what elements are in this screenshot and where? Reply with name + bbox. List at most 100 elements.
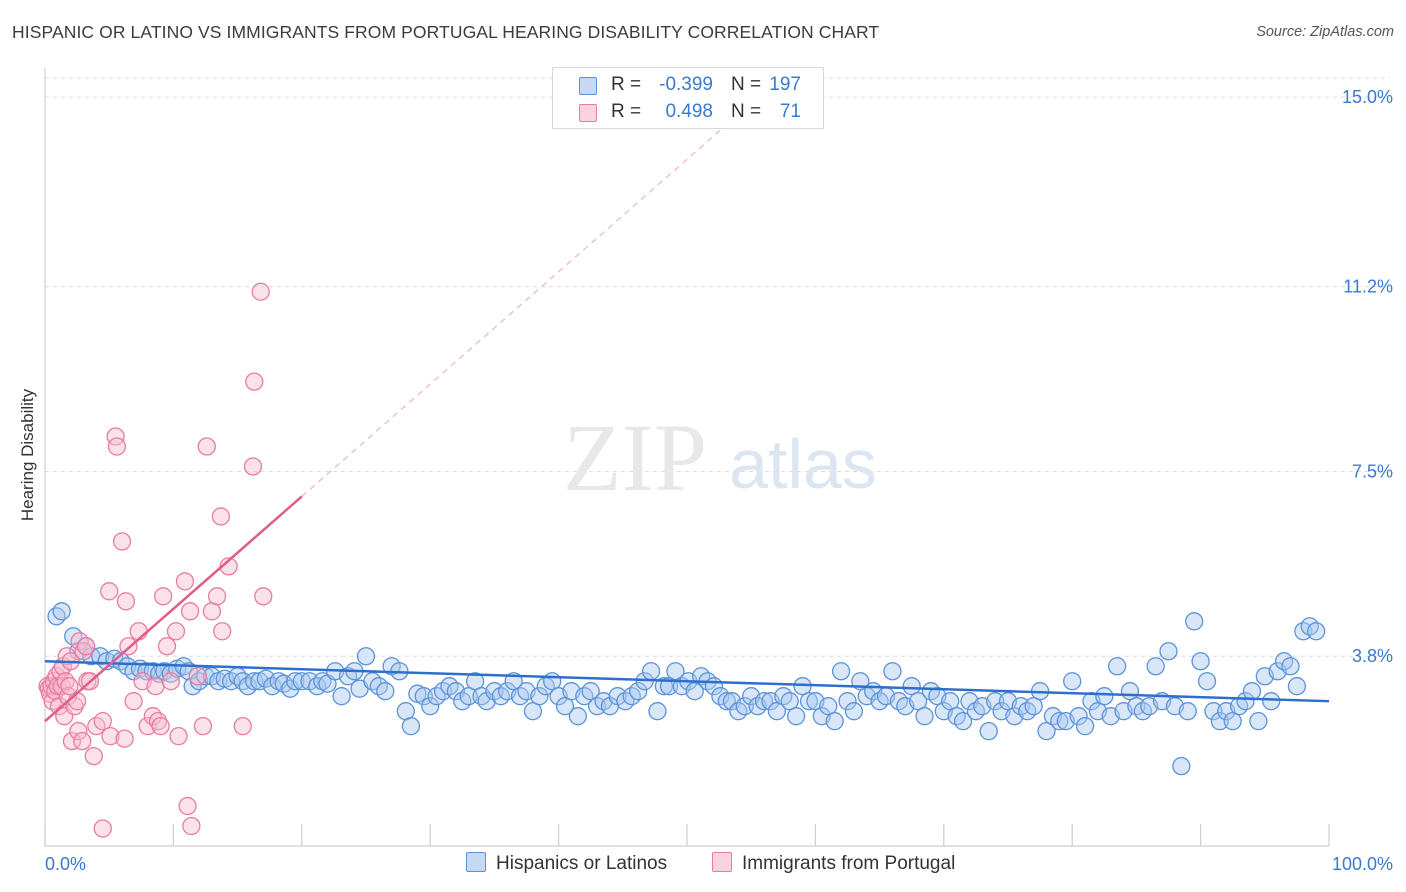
legend-n-value: 71: [779, 101, 801, 122]
watermark: ZIP atlas: [563, 404, 877, 511]
data-point: [93, 712, 112, 731]
series-immigrants-from-portugal: [38, 282, 273, 838]
source-label: Source: ZipAtlas.com: [1256, 24, 1394, 40]
legend-item-hispanics[interactable]: Hispanics or Latinos: [466, 852, 667, 875]
data-point: [178, 796, 197, 816]
data-point: [213, 622, 232, 641]
data-point: [193, 717, 213, 736]
y-tick-label: 11.2%: [1343, 277, 1393, 297]
data-point: [1178, 702, 1197, 721]
data-point: [67, 692, 87, 711]
data-point: [735, 697, 754, 716]
data-point: [153, 587, 173, 606]
watermark-atlas: atlas: [729, 425, 877, 503]
data-point: [414, 687, 433, 706]
data-point: [568, 707, 588, 726]
data-point: [148, 712, 168, 731]
data-point: [175, 572, 195, 591]
legend-r-value: -0.399: [659, 74, 713, 95]
data-point: [243, 457, 263, 476]
data-point: [1185, 612, 1204, 631]
y-tick-label: 15.0%: [1342, 87, 1393, 107]
x-tick-label: 100.0%: [1332, 854, 1393, 874]
legend-n-label: N =: [731, 74, 762, 95]
data-point: [116, 592, 136, 611]
data-point: [93, 819, 112, 838]
data-point: [629, 682, 648, 701]
y-axis-label: Hearing Disability: [18, 388, 37, 521]
data-point: [825, 712, 844, 731]
data-point: [207, 587, 227, 606]
data-point: [115, 729, 134, 748]
data-point: [47, 607, 66, 626]
data-point: [245, 672, 264, 691]
data-point: [786, 707, 806, 726]
legend-r-value: 0.498: [665, 101, 713, 122]
data-point: [166, 622, 186, 641]
data-point: [169, 726, 188, 746]
data-point: [799, 692, 819, 711]
data-point: [188, 667, 207, 686]
data-point: [245, 372, 264, 391]
x-tick-label: 0.0%: [45, 854, 86, 874]
legend-r-label: R =: [611, 74, 642, 95]
data-point: [197, 437, 216, 456]
legend-n-value: 197: [769, 74, 801, 95]
data-point: [1063, 672, 1082, 691]
data-point: [421, 697, 440, 716]
data-point: [84, 746, 103, 766]
data-point: [180, 602, 200, 621]
grid-lines: [45, 77, 1390, 657]
data-point: [1204, 702, 1223, 721]
y-tick-label: 7.5%: [1352, 461, 1393, 481]
legend-row-portugal: R = 0.498 N = 71: [553, 100, 823, 126]
data-point: [182, 816, 201, 836]
data-point: [52, 602, 71, 621]
data-point: [1210, 712, 1230, 731]
legend-swatch-pink: [579, 104, 597, 122]
data-point: [233, 717, 252, 736]
data-point: [831, 662, 851, 681]
data-point: [986, 692, 1005, 711]
watermark-zip: ZIP: [563, 404, 707, 511]
legend-row-hispanics: R = -0.399 N = 197: [553, 73, 823, 99]
data-point: [1069, 707, 1088, 726]
data-point: [754, 692, 774, 711]
data-point: [477, 692, 496, 711]
data-point: [1050, 712, 1069, 731]
data-point: [161, 672, 180, 691]
data-point: [1281, 657, 1300, 676]
data-point: [401, 717, 421, 736]
data-point: [60, 677, 79, 696]
data-point: [953, 712, 973, 731]
data-point: [74, 642, 93, 661]
data-point: [1249, 712, 1268, 731]
data-point: [530, 687, 549, 706]
data-point: [69, 721, 88, 741]
data-point: [1236, 692, 1255, 711]
data-point: [129, 622, 148, 641]
data-point: [143, 707, 163, 726]
data-point: [979, 721, 998, 741]
tick-labels: 3.8% 7.5% 11.2% 15.0% 0.0% 100.0%: [45, 87, 1393, 874]
data-point: [883, 662, 902, 681]
data-point: [100, 582, 119, 601]
data-point: [101, 726, 120, 746]
series-hispanics-or-latinos: [47, 602, 1326, 776]
legend-r-label: R =: [611, 101, 642, 122]
data-point: [1159, 642, 1178, 661]
data-point: [641, 662, 661, 681]
legend-item-portugal[interactable]: Immigrants from Portugal: [712, 852, 955, 875]
data-point: [76, 637, 96, 656]
data-point: [332, 687, 351, 706]
data-point: [138, 717, 157, 736]
data-point: [717, 692, 736, 711]
data-point: [62, 731, 82, 751]
data-point: [151, 717, 170, 736]
data-point: [1197, 672, 1217, 691]
chart-title: HISPANIC OR LATINO VS IMMIGRANTS FROM PO…: [12, 22, 880, 42]
data-point: [356, 647, 376, 666]
data-point: [107, 437, 127, 456]
legend-swatch-blue: [579, 77, 597, 95]
data-point: [112, 532, 132, 551]
